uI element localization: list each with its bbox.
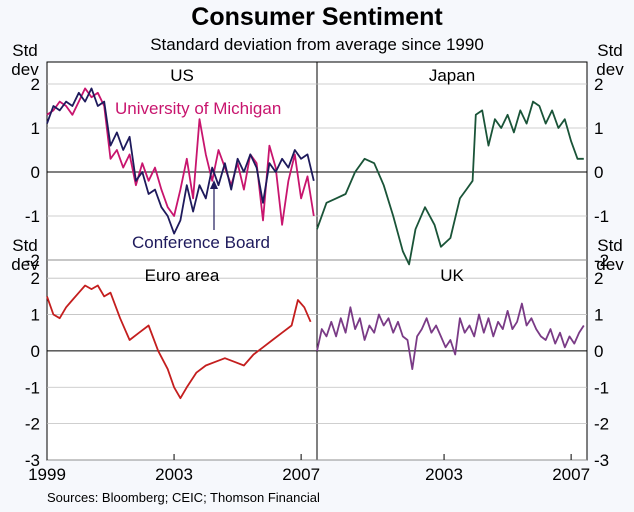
legend-conference-arrowhead: [210, 180, 218, 189]
right-top-axis-label-line1: Std: [597, 41, 623, 60]
y-tick-label-right-japan: 0: [594, 163, 603, 182]
right-bottom-axis-label-line2: dev: [596, 255, 624, 274]
left-top-axis-label: Std dev: [11, 41, 39, 79]
y-tick-label-right-japan: -2: [594, 251, 609, 270]
left-bottom-axis-label: Std dev: [11, 236, 39, 274]
y-tick-label-left-us: 1: [31, 119, 40, 138]
chart-title: Consumer Sentiment: [191, 3, 443, 31]
y-tick-label-left-euro: -3: [25, 451, 40, 470]
y-tick-label-left-euro: 2: [31, 269, 40, 288]
axis-unit-labels: Std dev Std dev Std dev Std dev: [11, 41, 624, 274]
chart-subtitle: Standard deviation from average since 19…: [150, 35, 484, 54]
legend-conference: Conference Board: [132, 233, 270, 252]
gridlines: [47, 83, 587, 461]
panel-title-us: US: [170, 66, 194, 85]
x-tick-label-uk-2003: 2003: [425, 465, 463, 484]
series-lines: [46, 87, 585, 400]
panel-title-euro: Euro area: [145, 266, 220, 285]
y-tick-label-left-euro: 0: [31, 342, 40, 361]
y-tick-label-right-uk: 1: [594, 306, 603, 325]
y-tick-label-left-us: -2: [25, 251, 40, 270]
right-top-axis-label: Std dev: [596, 41, 624, 79]
y-tick-label-right-uk: -1: [594, 378, 609, 397]
source-note: Sources: Bloomberg; CEIC; Thomson Financ…: [47, 490, 320, 505]
right-top-axis-label-line2: dev: [596, 60, 624, 79]
y-tick-label-right-uk: 0: [594, 342, 603, 361]
left-top-axis-label-line2: dev: [11, 60, 39, 79]
left-bottom-axis-label-line1: Std: [12, 236, 38, 255]
left-top-axis-label-line1: Std: [12, 41, 38, 60]
legend-michigan: University of Michigan: [115, 99, 281, 118]
series-line-japan: [316, 100, 584, 266]
y-tick-label-right-uk: -3: [594, 451, 609, 470]
y-tick-label-left-us: -1: [25, 207, 40, 226]
x-tick-label-uk-2007: 2007: [552, 465, 590, 484]
left-bottom-axis-label-line2: dev: [11, 255, 39, 274]
y-tick-label-right-japan: 1: [594, 119, 603, 138]
y-tick-label-right-japan: 2: [594, 75, 603, 94]
y-tick-label-left-us: 0: [31, 163, 40, 182]
x-tick-label-euro-1999: 1999: [28, 465, 66, 484]
x-tick-label-euro-2007: 2007: [282, 465, 320, 484]
panel-title-uk: UK: [440, 266, 464, 285]
right-bottom-axis-label-line1: Std: [597, 236, 623, 255]
series-line-university-of-michigan: [46, 87, 315, 226]
y-tick-label-left-euro: 1: [31, 306, 40, 325]
x-tick-label-euro-2003: 2003: [155, 465, 193, 484]
y-tick-label-left-euro: -1: [25, 378, 40, 397]
y-tick-label-left-euro: -2: [25, 415, 40, 434]
y-tick-label-right-uk: 2: [594, 269, 603, 288]
y-tick-label-left-us: 2: [31, 75, 40, 94]
right-bottom-axis-label: Std dev: [596, 236, 624, 274]
series-line-uk: [316, 302, 585, 371]
panel-title-japan: Japan: [429, 66, 475, 85]
y-tick-label-right-uk: -2: [594, 415, 609, 434]
y-tick-label-right-japan: -1: [594, 207, 609, 226]
series-line-euro-area: [46, 284, 312, 400]
series-line-conference-board: [46, 87, 315, 235]
